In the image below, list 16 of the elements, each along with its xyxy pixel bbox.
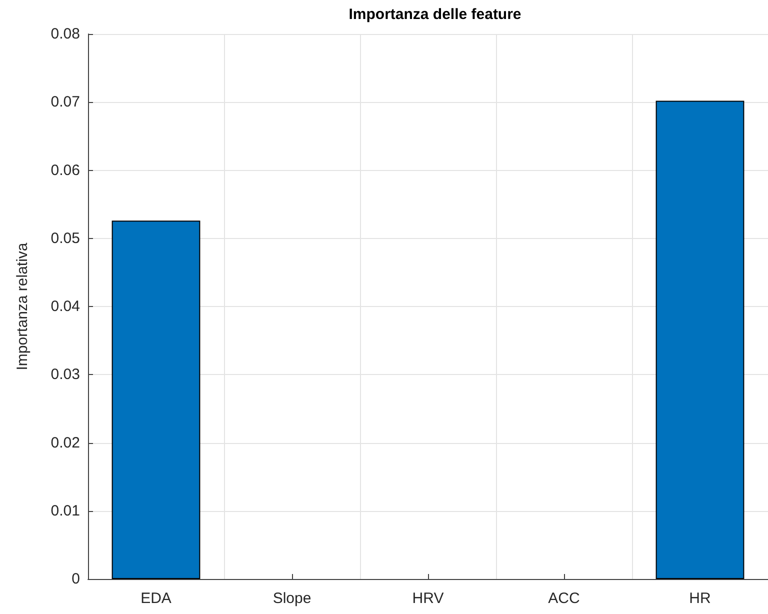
y-tick-label: 0.02 <box>50 434 80 452</box>
x-tick-label: Slope <box>272 590 312 607</box>
y-tick-label: 0.06 <box>50 162 80 179</box>
x-tick-label: ACC <box>548 590 580 607</box>
y-tick-label: 0 <box>72 570 80 588</box>
y-tick-label: 0.01 <box>50 502 80 520</box>
x-tick-label: EDA <box>140 590 172 607</box>
y-tick-label: 0.05 <box>50 230 80 247</box>
y-tick-label: 0.08 <box>50 26 80 42</box>
y-tick-label: 0.07 <box>50 94 80 111</box>
x-tick-label: HR <box>689 590 711 607</box>
y-axis-title: Importanza relativa <box>14 242 31 370</box>
x-tick-label: HRV <box>412 590 444 607</box>
y-tick-label: 0.03 <box>50 366 80 384</box>
chart-title: Importanza delle feature <box>348 6 522 23</box>
y-tick-label: 0.04 <box>50 298 80 315</box>
